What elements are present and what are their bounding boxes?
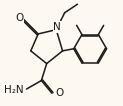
Text: O: O: [15, 13, 23, 23]
Text: N: N: [53, 22, 61, 32]
Text: O: O: [55, 88, 63, 98]
Text: H₂N: H₂N: [4, 85, 23, 95]
